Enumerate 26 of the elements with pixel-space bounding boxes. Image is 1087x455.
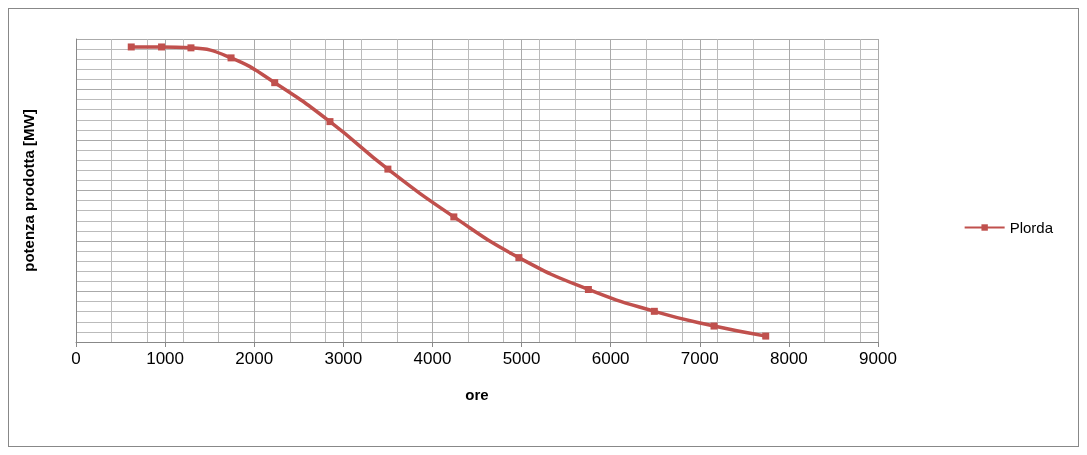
point [271, 79, 279, 87]
point [384, 165, 392, 173]
x-tick-label: 7000 [680, 349, 719, 368]
point [515, 254, 523, 262]
x-tick-label: 9000 [859, 349, 897, 368]
point [650, 307, 658, 315]
x-tick-label: 0 [71, 349, 81, 368]
x-tick-label: 4000 [413, 349, 452, 368]
point [187, 44, 195, 52]
legend-label: Plorda [1009, 219, 1054, 236]
point [450, 213, 458, 221]
point [227, 54, 235, 62]
point [584, 285, 592, 293]
point [326, 118, 334, 126]
x-tick-label: 1000 [146, 349, 185, 368]
point [127, 43, 135, 51]
point [762, 332, 770, 340]
x-tick-label: 8000 [769, 349, 808, 368]
point [710, 322, 718, 330]
x-tick-label: 3000 [324, 349, 363, 368]
x-tick-label: 2000 [235, 349, 274, 368]
x-axis-title: ore [465, 386, 489, 403]
x-tick-label: 5000 [502, 349, 541, 368]
x-tick-label: 6000 [591, 349, 630, 368]
y-axis-title: potenza prodotta [MW] [20, 109, 37, 272]
point [158, 43, 166, 51]
